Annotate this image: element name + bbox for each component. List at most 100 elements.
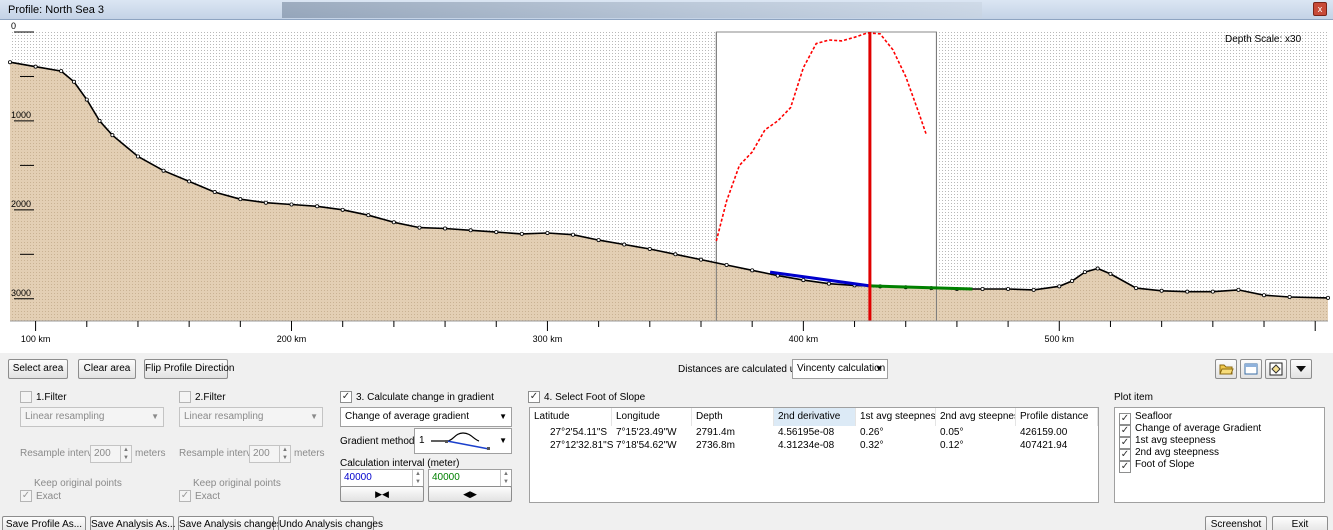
column-header-2nd-derivative[interactable]: 2nd derivative <box>774 408 856 426</box>
shift-right-button[interactable]: ◀▶ <box>428 486 512 502</box>
title-bar[interactable]: Profile: North Sea 3 x <box>0 0 1333 20</box>
filter2-title: 2.Filter <box>195 392 226 403</box>
save-analysis-changes-button[interactable]: Save Analysis changes <box>178 516 282 530</box>
screenshot-button[interactable]: Screenshot <box>1205 516 1267 530</box>
seafloor-point <box>724 262 729 267</box>
seafloor-point <box>315 204 320 209</box>
seafloor-point <box>135 154 140 159</box>
distance-method-label: Distances are calculated using <box>678 364 814 375</box>
cell-2nd-derivative: 4.31234e-08 <box>778 440 835 451</box>
more-options-button[interactable] <box>1290 359 1312 379</box>
close-button[interactable]: x <box>1313 2 1327 16</box>
window-icon <box>1244 363 1258 375</box>
filter2-checkbox[interactable] <box>179 391 191 403</box>
checkbox-checked[interactable]: ✓ <box>1119 413 1131 425</box>
seafloor-point <box>391 220 396 225</box>
select-area-button[interactable]: Select area <box>8 359 68 379</box>
checkbox-checked[interactable]: ✓ <box>1119 425 1131 437</box>
gradient-checkbox[interactable]: ✓ <box>340 391 352 403</box>
filter2-exact-checkbox[interactable]: ✓ <box>179 490 191 502</box>
plot-item-list: ✓ Seafloor ✓ Change of average Gradient ✓ 1… <box>1114 407 1325 503</box>
plot-item-foot-of-slope[interactable]: ✓ Foot of Slope <box>1119 459 1194 473</box>
seafloor-point <box>1262 293 1267 298</box>
interval-left-input[interactable]: 40000 ▲ ▼ <box>340 469 424 487</box>
y-tick-label: 3000 <box>11 288 31 298</box>
distance-method-select[interactable]: Vincenty calculation ▼ <box>792 359 888 379</box>
x-axis: 100 km 200 km 300 km 400 km 500 km <box>10 320 1328 344</box>
y-tick-label: 2000 <box>11 199 31 209</box>
plot-item-1st-avg-steepness[interactable]: ✓ 1st avg steepness <box>1119 435 1216 449</box>
seafloor-point <box>1070 278 1075 283</box>
gradient-type-value: Change of average gradient <box>345 411 469 422</box>
seafloor-point <box>1082 270 1087 275</box>
seafloor-point <box>519 231 524 236</box>
clear-area-button[interactable]: Clear area <box>78 359 136 379</box>
column-header-latitude[interactable]: Latitude <box>530 408 612 426</box>
profile-chart[interactable]: 0 1000 2000 3000 100 km 200 km 300 km 400 km 50… <box>0 20 1333 353</box>
calculation-interval-label: Calculation interval (meter) <box>340 458 460 469</box>
cell-profile-distance: 407421.94 <box>1020 440 1068 451</box>
layers-button[interactable] <box>1265 359 1287 379</box>
filter1-exact-checkbox[interactable]: ✓ <box>20 490 32 502</box>
flip-profile-direction-button[interactable]: Flip Profile Direction <box>144 359 234 379</box>
filter1-interval-label: Resample interval <box>20 448 101 459</box>
open-folder-button[interactable] <box>1215 359 1237 379</box>
shift-right-icon: ◀▶ <box>463 489 477 499</box>
column-header-longitude[interactable]: Longitude <box>612 408 692 426</box>
gradient-type-select[interactable]: Change of average gradient ▼ <box>340 407 512 427</box>
filter1-unit: meters <box>135 448 166 459</box>
filter2-method-select[interactable]: Linear resampling ▼ <box>179 407 323 427</box>
x-tick-label: 200 km <box>277 334 307 344</box>
cell-1st-avg-steepness: 0.32° <box>860 440 884 451</box>
plot-item-seafloor[interactable]: ✓ Seafloor <box>1119 411 1172 425</box>
seafloor-point <box>826 281 831 286</box>
first-avg-steepness-line <box>769 270 871 288</box>
checkbox-checked[interactable]: ✓ <box>1119 449 1131 461</box>
window-toggle-button[interactable] <box>1240 359 1262 379</box>
column-header-1st-avg-steepness[interactable]: 1st avg steepness <box>856 408 936 426</box>
plot-item-change-of-average-gradient[interactable]: ✓ Change of average Gradient <box>1119 423 1261 437</box>
filter1-interval-input[interactable]: 200 ▲ ▼ <box>90 445 132 463</box>
exit-button[interactable]: Exit <box>1272 516 1328 530</box>
filter1-exact-label: Exact <box>36 491 62 502</box>
save-profile-as-button[interactable]: Save Profile As... <box>2 516 86 530</box>
spin-arrows-icon: ▲ ▼ <box>500 470 511 486</box>
table-row[interactable]: 27°12'32.81"S 7°18'54.62"W 2736.8m 4.312… <box>530 440 1098 452</box>
column-header-profile-distance[interactable]: Profile distance <box>1016 408 1098 426</box>
seafloor-point <box>596 238 601 243</box>
table-row[interactable]: 27°2'54.11"S 7°15'23.49"W 2791.4m 4.5619… <box>530 427 1098 439</box>
selection-bounds <box>715 32 937 321</box>
seafloor-point <box>1185 289 1190 294</box>
plot-item-2nd-avg-steepness[interactable]: ✓ 2nd avg steepness <box>1119 447 1219 461</box>
change-of-average-gradient-line <box>715 32 927 242</box>
filter2-method-value: Linear resampling <box>184 411 264 422</box>
seafloor-point <box>84 97 89 102</box>
cell-longitude: 7°15'23.49"W <box>616 427 677 438</box>
seafloor-point <box>571 232 576 237</box>
plot-item-title: Plot item <box>1114 392 1153 403</box>
plot-item-label: Change of average Gradient <box>1135 423 1262 434</box>
seafloor-point <box>673 252 678 257</box>
seafloor-point <box>33 64 38 69</box>
seafloor-point <box>1108 271 1113 276</box>
save-analysis-as-button[interactable]: Save Analysis As... <box>90 516 176 530</box>
column-header-2nd-avg-steepness[interactable]: 2nd avg steepnes <box>936 408 1016 426</box>
checkbox-checked[interactable]: ✓ <box>1119 437 1131 449</box>
shift-left-button[interactable]: ▶◀ <box>340 486 424 502</box>
gradient-method-select[interactable]: 1 ▼ <box>414 428 512 454</box>
filter1-title: 1.Filter <box>36 392 67 403</box>
filter1-checkbox[interactable] <box>20 391 32 403</box>
undo-analysis-changes-button[interactable]: Undo Analysis changes <box>278 516 383 530</box>
gradient-method-value: 1 <box>419 435 425 446</box>
seafloor-point <box>1134 286 1139 291</box>
checkbox-checked[interactable]: ✓ <box>1119 461 1131 473</box>
seafloor-point <box>801 278 806 283</box>
filter2-interval-input[interactable]: 200 ▲ ▼ <box>249 445 291 463</box>
shift-left-icon: ▶◀ <box>375 489 389 499</box>
foot-of-slope-checkbox[interactable]: ✓ <box>528 391 540 403</box>
filter1-method-select[interactable]: Linear resampling ▼ <box>20 407 164 427</box>
column-header-depth[interactable]: Depth <box>692 408 774 426</box>
y-tick-label: 0 <box>11 21 16 31</box>
interval-right-input[interactable]: 40000 ▲ ▼ <box>428 469 512 487</box>
spin-arrows-icon: ▲ ▼ <box>120 446 131 462</box>
